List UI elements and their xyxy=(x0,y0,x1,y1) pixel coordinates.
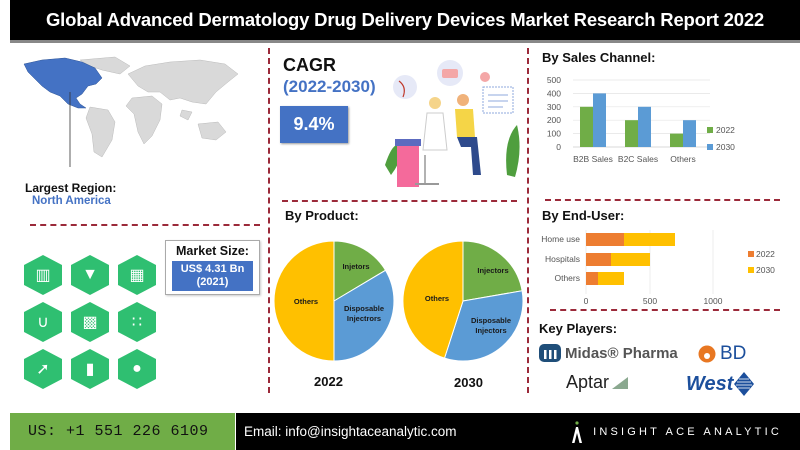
product-pie-2030: Injectors Disposable Injectors Others xyxy=(402,240,524,362)
midas-logo-icon xyxy=(539,344,561,362)
world-map xyxy=(23,56,239,167)
svg-text:200: 200 xyxy=(547,115,561,125)
head-icon: ● xyxy=(118,349,156,389)
bd-logo: BD xyxy=(698,343,746,365)
product-title: By Product: xyxy=(285,208,359,223)
svg-text:300: 300 xyxy=(547,102,561,112)
icons-grid: ▥ ▼ ▦ ∪ ▩ ∷ ➚ ▮ ● xyxy=(20,255,160,395)
largest-region-value: North America xyxy=(32,195,111,207)
cagr-value: 9.4% xyxy=(280,106,348,143)
iv-drip-icon: ▮ xyxy=(71,349,109,389)
market-size-card: Market Size: US$ 4.31 Bn (2021) xyxy=(165,240,260,295)
svg-text:Others: Others xyxy=(670,154,696,164)
svg-text:500: 500 xyxy=(643,296,657,306)
bd-name: BD xyxy=(720,343,747,364)
pills-icon: ∷ xyxy=(118,302,156,342)
key-players-title: Key Players: xyxy=(539,321,618,336)
end-user-chart: Home use Hospitals Others 0 500 1000 2022 20… xyxy=(541,230,775,306)
divider-right-h2 xyxy=(550,309,780,311)
svg-text:2030: 2030 xyxy=(756,265,775,275)
market-size-year: (2021) xyxy=(196,276,229,288)
svg-text:Others: Others xyxy=(554,273,580,283)
cagr-period: (2022-2030) xyxy=(283,77,376,96)
divider-right xyxy=(527,48,529,393)
stethoscope-icon: ∪ xyxy=(24,302,62,342)
brand-name: INSIGHT ACE ANALYTIC xyxy=(593,425,782,438)
syringe-icon: ➚ xyxy=(24,349,62,389)
divider-left xyxy=(268,48,270,393)
svg-text:Others: Others xyxy=(294,297,318,306)
market-size-title: Market Size: xyxy=(176,244,249,258)
market-size-value-box: US$ 4.31 Bn (2021) xyxy=(172,261,253,291)
svg-text:500: 500 xyxy=(547,75,561,85)
svg-text:400: 400 xyxy=(547,88,561,98)
hospital-icon: ▥ xyxy=(24,255,62,295)
brand-block: INSIGHT ACE ANALYTIC xyxy=(571,413,782,450)
svg-text:Hospitals: Hospitals xyxy=(545,254,580,264)
pie-year-2022: 2022 xyxy=(314,374,343,389)
midas-pharma-name: Midas® Pharma xyxy=(565,344,678,362)
svg-text:2030: 2030 xyxy=(716,142,735,152)
svg-text:Injectrors: Injectrors xyxy=(347,314,381,323)
svg-text:1000: 1000 xyxy=(704,296,723,306)
doctor-patient-illustration xyxy=(385,60,520,187)
report-title: Global Advanced Dermatology Drug Deliver… xyxy=(10,0,800,43)
footer-phone[interactable]: US: +1 551 226 6109 xyxy=(10,413,235,450)
cagr-title: CAGR xyxy=(283,55,336,75)
skin-layer-icon: ▦ xyxy=(118,255,156,295)
footer-bar: Email: info@insightaceanalytic.com INSIG… xyxy=(236,413,800,450)
svg-text:Home use: Home use xyxy=(541,234,580,244)
svg-text:Injetors: Injetors xyxy=(342,262,369,271)
svg-text:Injectors: Injectors xyxy=(477,266,508,275)
west-diamond-icon xyxy=(734,372,755,396)
svg-text:B2B Sales: B2B Sales xyxy=(573,154,613,164)
west-logo: West xyxy=(686,372,755,396)
aptar-wedge-icon xyxy=(612,376,629,389)
end-user-title: By End-User: xyxy=(542,208,625,223)
divider-mid-h xyxy=(282,200,517,202)
footer-email[interactable]: Email: info@insightaceanalytic.com xyxy=(244,424,457,439)
svg-text:Disposable: Disposable xyxy=(471,316,511,325)
divider-left-h xyxy=(30,224,260,226)
bd-sun-icon xyxy=(698,345,716,363)
divider-right-h1 xyxy=(545,199,780,201)
svg-text:Injectors: Injectors xyxy=(475,326,506,335)
aptar-logo: Aptar xyxy=(566,372,629,393)
svg-text:B2C Sales: B2C Sales xyxy=(618,154,658,164)
svg-text:2022: 2022 xyxy=(756,249,775,259)
largest-region-label: Largest Region: xyxy=(25,181,117,195)
dropper-icon: ▼ xyxy=(71,255,109,295)
pie-year-2030: 2030 xyxy=(454,375,483,390)
aptar-name: Aptar xyxy=(566,372,610,392)
svg-text:0: 0 xyxy=(584,296,589,306)
west-name: West xyxy=(686,372,734,395)
svg-text:2022: 2022 xyxy=(716,125,735,135)
svg-text:100: 100 xyxy=(547,129,561,139)
svg-text:Disposable: Disposable xyxy=(344,304,384,313)
skin-cells-icon: ▩ xyxy=(71,302,109,342)
svg-text:0: 0 xyxy=(556,142,561,152)
insight-ace-logo-icon xyxy=(572,420,583,443)
svg-text:Others: Others xyxy=(425,294,449,303)
midas-pharma-logo: Midas® Pharma xyxy=(539,344,678,362)
product-pie-2022: Injetors Disposable Injectrors Others xyxy=(273,240,395,362)
sales-channel-title: By Sales Channel: xyxy=(542,50,656,65)
sales-channel-chart: 500 400 300 200 100 0 B2B Sales B2C Sales Othe… xyxy=(547,75,735,164)
market-size-value: US$ 4.31 Bn xyxy=(180,263,245,275)
